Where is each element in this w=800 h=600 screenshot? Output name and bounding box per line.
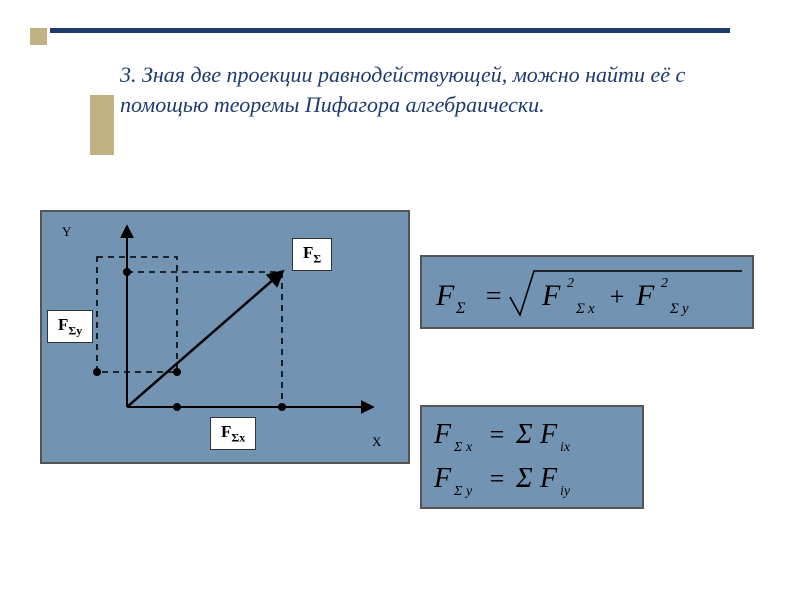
svg-text:2: 2 [661, 276, 668, 291]
x-axis-label: X [362, 430, 391, 454]
formula-sums: F Σ x = Σ F ix F Σ y = Σ F iy [420, 405, 644, 509]
svg-text:=: = [484, 281, 503, 312]
svg-text:Σ: Σ [453, 484, 463, 499]
svg-text:Σ: Σ [455, 300, 466, 317]
vector-diagram: Y X FΣ FΣy FΣx [40, 210, 410, 464]
svg-text:y: y [680, 301, 689, 317]
svg-text:Σ: Σ [669, 301, 679, 317]
accent-square [30, 28, 47, 45]
svg-text:=: = [488, 420, 506, 449]
title-accent [90, 95, 114, 155]
svg-text:x: x [587, 301, 595, 317]
svg-text:F: F [541, 279, 561, 312]
label-F-sigma-y: FΣy [47, 310, 93, 343]
svg-text:iy: iy [560, 484, 571, 499]
svg-text:2: 2 [567, 276, 574, 291]
svg-text:y: y [464, 484, 473, 499]
svg-text:F: F [433, 463, 452, 494]
svg-text:Σ: Σ [515, 419, 533, 450]
svg-text:+: + [608, 282, 626, 311]
label-F-sigma-x: FΣx [210, 417, 256, 450]
svg-text:Σ: Σ [575, 301, 585, 317]
slide-title: 3. Зная две проекции равнодействующей, м… [120, 60, 720, 119]
y-axis-label: Y [52, 220, 81, 244]
svg-text:Σ: Σ [453, 440, 463, 455]
svg-text:Σ: Σ [515, 463, 533, 494]
svg-text:ix: ix [560, 440, 571, 455]
svg-text:F: F [435, 279, 455, 312]
svg-text:F: F [433, 419, 452, 450]
top-rule [50, 28, 730, 33]
svg-text:F: F [635, 279, 655, 312]
formula-pythagoras: F Σ = F 2 Σ x + F 2 Σ y [420, 255, 754, 329]
svg-text:F: F [539, 419, 558, 450]
svg-text:x: x [465, 440, 473, 455]
svg-text:F: F [539, 463, 558, 494]
svg-text:=: = [488, 464, 506, 493]
label-F-sigma: FΣ [292, 238, 332, 271]
